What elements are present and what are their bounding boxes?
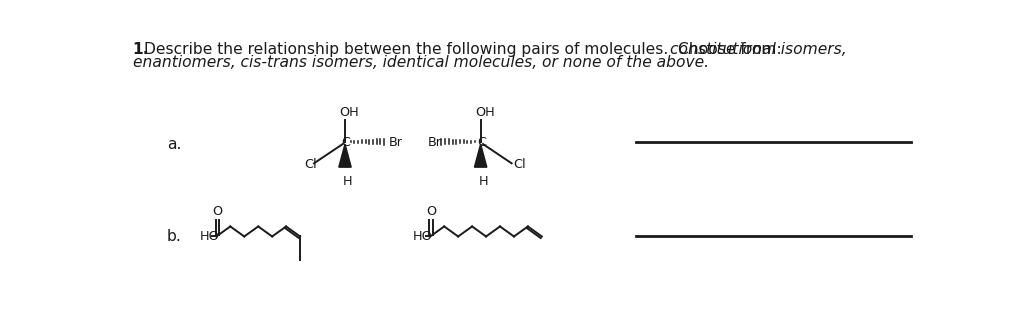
Polygon shape <box>474 144 486 167</box>
Polygon shape <box>339 144 351 167</box>
Text: Cl: Cl <box>305 158 317 171</box>
Text: constitutional isomers,: constitutional isomers, <box>671 42 847 57</box>
Text: OH: OH <box>475 106 495 119</box>
Text: 1.: 1. <box>133 42 150 57</box>
Text: Cl: Cl <box>513 158 525 171</box>
Text: Describe the relationship between the following pairs of molecules.  Choose from: Describe the relationship between the fo… <box>143 42 786 57</box>
Text: b.: b. <box>167 229 181 244</box>
Text: O: O <box>426 205 436 218</box>
Text: HO: HO <box>414 230 433 243</box>
Text: Br: Br <box>428 136 442 149</box>
Text: H: H <box>478 175 487 188</box>
Text: C: C <box>477 136 486 149</box>
Text: HO: HO <box>200 230 219 243</box>
Text: a.: a. <box>167 137 181 152</box>
Text: OH: OH <box>340 106 359 119</box>
Text: Br: Br <box>389 136 403 149</box>
Text: O: O <box>212 205 222 218</box>
Text: C: C <box>341 136 350 149</box>
Text: enantiomers, cis-trans isomers, identical molecules, or none of the above.: enantiomers, cis-trans isomers, identica… <box>133 55 709 70</box>
Text: H: H <box>343 175 352 188</box>
